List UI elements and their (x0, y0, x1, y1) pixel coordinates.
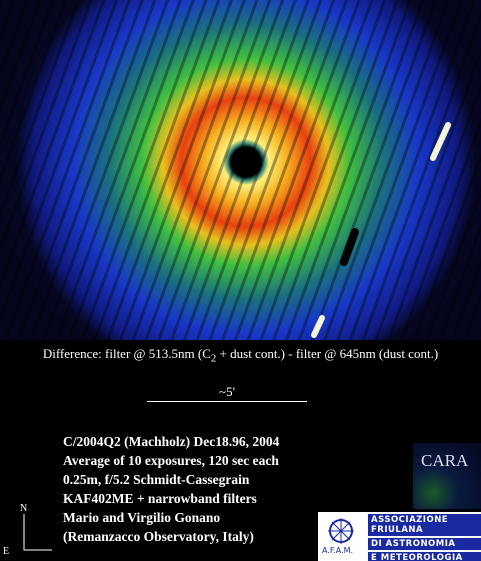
info-block: C/2004Q2 (Machholz) Dec18.96, 2004 Averag… (63, 432, 279, 546)
compass-east: E (3, 546, 9, 557)
info-line: 0.25m, f/5.2 Schmidt-Cassegrain (63, 472, 250, 487)
afam-line: di Astronomia (368, 538, 481, 550)
cara-logo: CARA (413, 443, 481, 509)
info-line: (Remanzacco Observatory, Italy) (63, 529, 254, 544)
caption-subscript: 2 (210, 352, 217, 365)
compass-north: N (20, 503, 27, 514)
scale-label: ~5' (219, 384, 235, 399)
afam-logo: A.F.A.M. Associazione Friulana di Astrono… (318, 512, 481, 561)
scale-bar (147, 401, 307, 402)
info-line: C/2004Q2 (Machholz) Dec18.96, 2004 (63, 434, 280, 449)
afam-line: Associazione Friulana (368, 514, 481, 536)
compass: N E (3, 503, 52, 557)
info-line: Average of 10 exposures, 120 sec each (63, 453, 279, 468)
afam-line: e Meteorologia (368, 552, 481, 561)
afam-short: A.F.A.M. (322, 546, 354, 555)
cara-text: CARA (421, 451, 469, 470)
afam-emblem (328, 518, 354, 544)
caption-text: Difference: filter @ 513.5nm (C (42, 346, 211, 361)
comet-image (0, 0, 481, 340)
info-line: KAF402ME + narrowband filters (63, 491, 257, 506)
info-line: Mario and Virgilio Gonano (63, 510, 221, 525)
caption: Difference: filter @ 513.5nm (C2 + dust … (0, 346, 481, 365)
afam-lines: Associazione Friulana di Astronomia e Mete… (368, 514, 481, 561)
caption-text: + dust cont.) - filter @ 645nm (dust con… (216, 346, 439, 361)
